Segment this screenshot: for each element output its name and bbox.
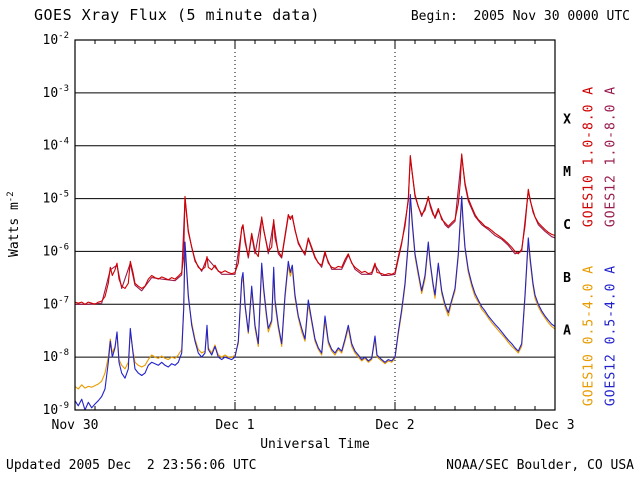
- flux-class-letter: M: [563, 165, 571, 180]
- begin-timestamp: Begin: 2005 Nov 30 0000 UTC: [410, 9, 630, 24]
- y-tick-label: 10-5: [43, 190, 70, 207]
- trace-goes12-0-5-4-0-a: [74, 193, 556, 411]
- updated-timestamp: Updated 2005 Dec 2 23:56:06 UTC: [6, 458, 257, 473]
- trace-goes10-0-5-4-0-a: [74, 198, 556, 390]
- x-tick-label: Dec 1: [215, 418, 254, 433]
- y-tick-label: 10-8: [43, 348, 70, 365]
- series-label-goes12-short: GOES12 0.5-4.0 A: [603, 264, 619, 407]
- y-tick-label: 10-3: [43, 84, 70, 101]
- series-label-goes10-short: GOES10 0.5-4.0 A: [581, 264, 597, 407]
- source-credit: NOAA/SEC Boulder, CO USA: [446, 458, 634, 473]
- y-tick-label: 10-2: [43, 31, 70, 48]
- flux-class-letter: X: [563, 112, 571, 127]
- y-tick-label: 10-9: [43, 401, 70, 418]
- trace-goes10-1-0-8-0-a: [74, 153, 556, 305]
- y-tick-label: 10-6: [43, 242, 70, 259]
- flux-class-letter: C: [563, 218, 571, 233]
- flux-class-letter: B: [563, 271, 571, 286]
- flux-class-letter: A: [563, 324, 571, 339]
- y-tick-label: 10-4: [43, 137, 70, 154]
- x-tick-label: Nov 30: [52, 418, 99, 433]
- page-title: GOES Xray Flux (5 minute data): [34, 6, 320, 24]
- plot-frame: [74, 39, 556, 411]
- x-tick-label: Dec 3: [535, 418, 574, 433]
- x-axis-label: Universal Time: [260, 437, 370, 452]
- x-tick-label: Dec 2: [375, 418, 414, 433]
- y-tick-label: 10-7: [43, 295, 70, 312]
